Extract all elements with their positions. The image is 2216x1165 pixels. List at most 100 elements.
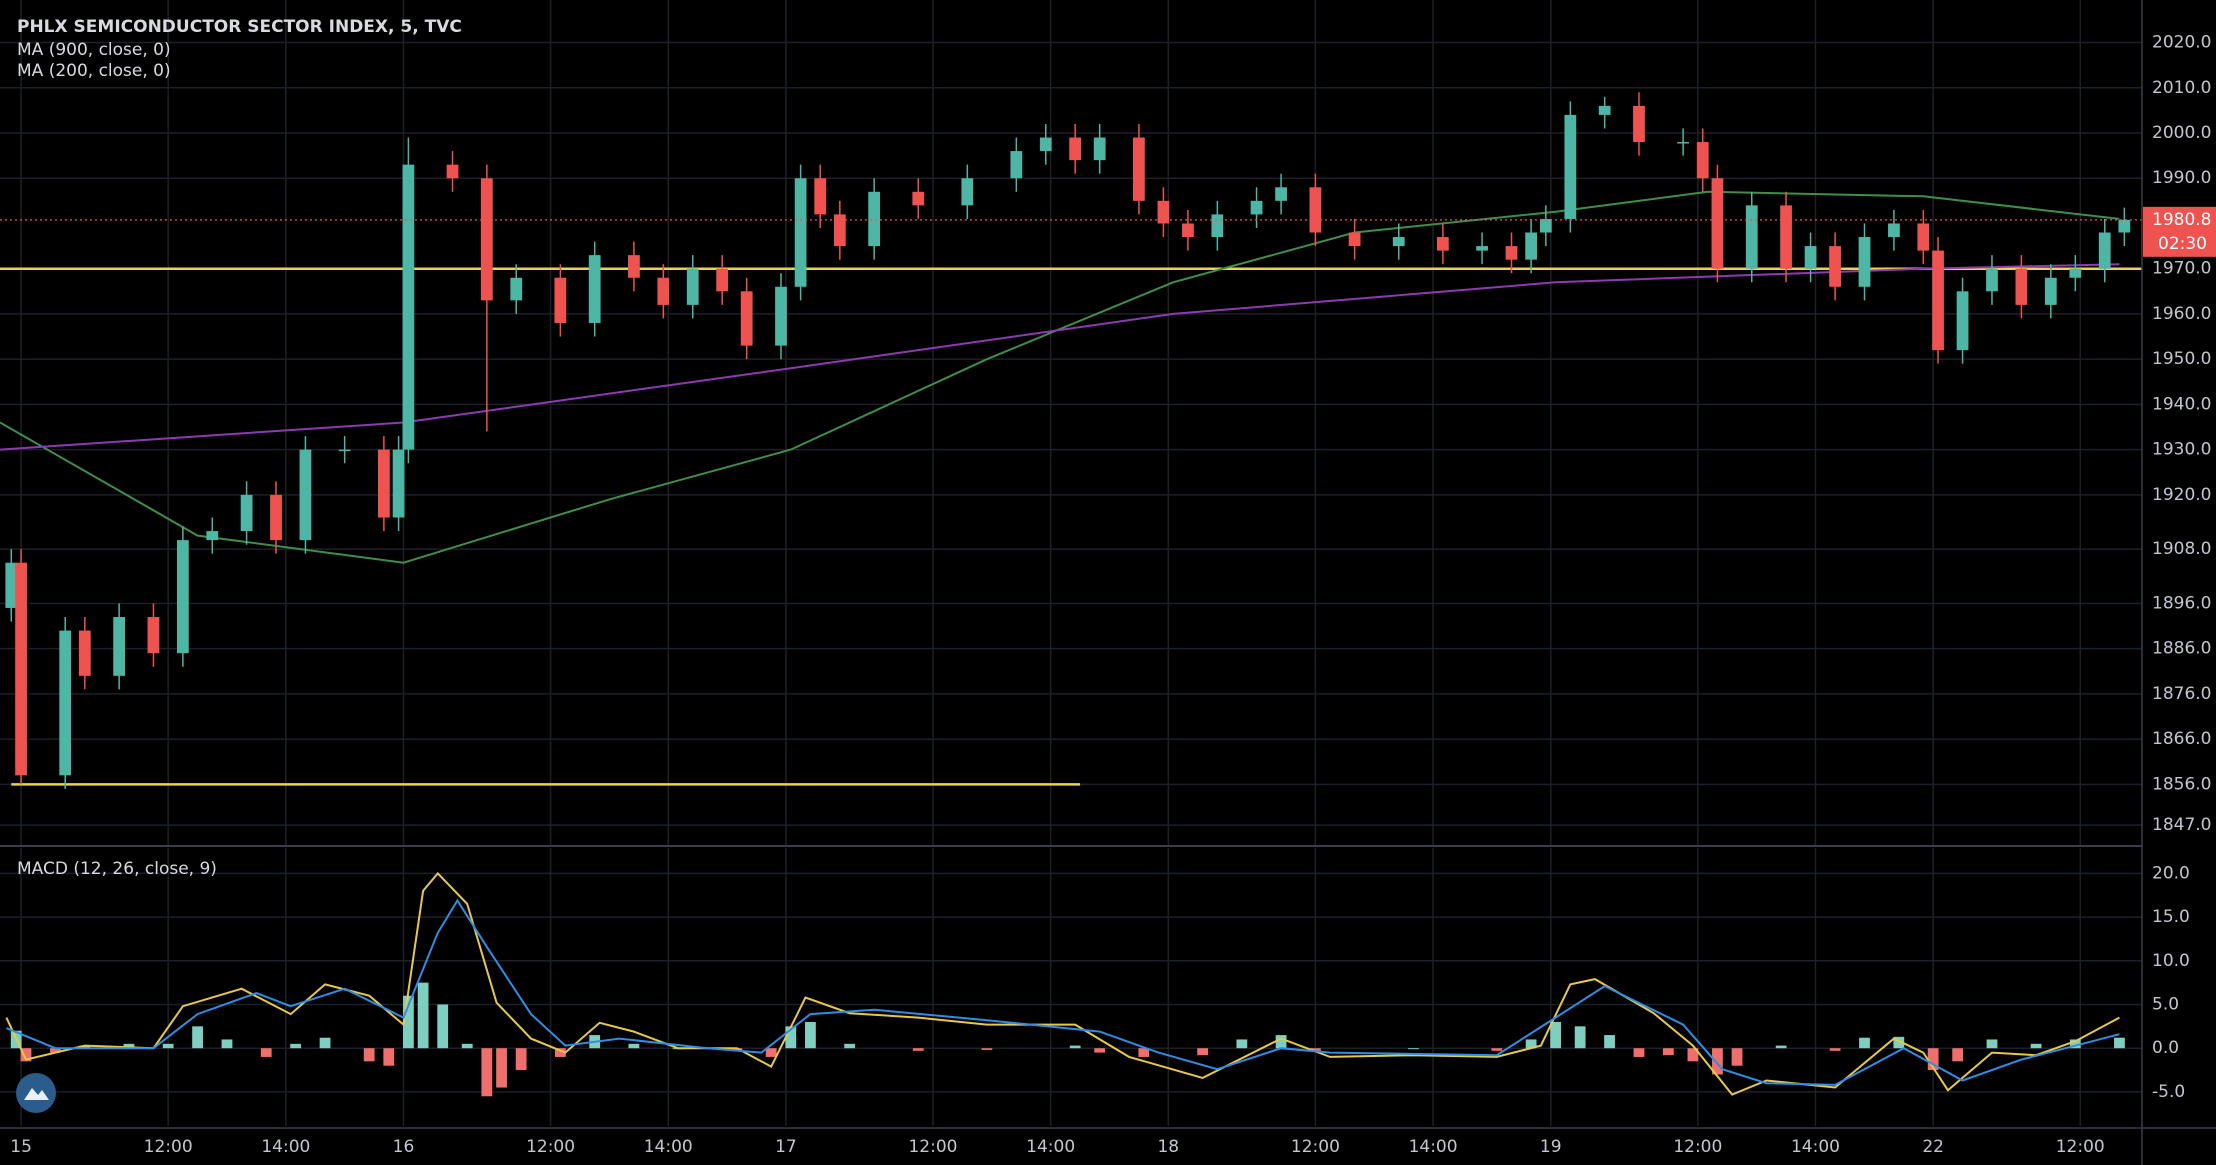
candle-body (1093, 137, 1106, 161)
histogram-bar (481, 1048, 493, 1097)
candle-body (1436, 237, 1449, 251)
histogram-bar (1687, 1048, 1699, 1062)
histogram-bar (461, 1043, 473, 1049)
candle-body (868, 191, 881, 247)
candle-body (1696, 142, 1709, 179)
histogram-bar (765, 1048, 777, 1057)
candle-body (1348, 232, 1361, 247)
y-tick-label: 10.0 (2152, 951, 2190, 971)
histogram-bar (1408, 1048, 1419, 1050)
y-tick-label: 1940.0 (2152, 394, 2211, 414)
logo-glyph (24, 1088, 49, 1100)
histogram-bar (2030, 1043, 2042, 1049)
histogram-bar (383, 1048, 395, 1066)
candle-body (628, 255, 640, 278)
candle-body (2015, 268, 2028, 305)
histogram-bar (1069, 1045, 1081, 1049)
x-tick-label: 14:00 (261, 1137, 310, 1157)
labels: 15 12:00 14:00 16 12:00 14:00 17 12:00 14:00 18 12… (10, 33, 2216, 1157)
candle-body (1917, 223, 1930, 251)
histogram-bar (1712, 1048, 1723, 1075)
candle-body (59, 630, 72, 776)
histogram-bar (363, 1048, 375, 1062)
logo[interactable] (16, 1073, 56, 1113)
histogram-bar (2069, 1039, 2081, 1049)
candle-body (402, 164, 415, 450)
y-tick-label: 2000.0 (2152, 123, 2211, 143)
x-tick-label: 12:00 (2056, 1137, 2105, 1157)
candle-body (240, 494, 253, 532)
y-tick-label: 1896.0 (2152, 593, 2211, 613)
histogram-bar (290, 1043, 302, 1049)
y-tick-label: 1876.0 (2152, 684, 2211, 704)
histogram-bar (1236, 1039, 1248, 1049)
histogram-bar (403, 995, 414, 1049)
candle-body (2044, 277, 2057, 305)
candle-body (686, 268, 699, 305)
y-tick-label: 2020.0 (2152, 33, 2211, 53)
histogram-bar (1952, 1048, 1964, 1062)
candle-body (833, 214, 846, 247)
candle-body (1956, 291, 1969, 351)
x-tick-label: 12:00 (908, 1137, 957, 1157)
x-tick-label: 18 (1157, 1137, 1179, 1157)
y-tick-label: 1930.0 (2152, 440, 2211, 460)
x-tick-label: 12:00 (144, 1137, 193, 1157)
histogram-bar (1550, 1021, 1562, 1049)
candle-body (775, 286, 787, 346)
legend-entry: MA (900, close, 0) (17, 40, 171, 60)
histogram-bar (50, 1048, 61, 1053)
candle-body (794, 178, 807, 287)
countdown-label: 02:30 (2158, 234, 2207, 254)
candle-body (270, 494, 282, 541)
histogram-bar (1491, 1048, 1503, 1051)
candle-body (510, 277, 523, 301)
x-tick-label: 14:00 (1409, 1137, 1458, 1157)
candle-body (1039, 137, 1052, 152)
histogram-bar (731, 1048, 743, 1051)
histogram-bar (785, 1026, 797, 1049)
histogram-bar (1138, 1048, 1150, 1057)
y-tick-label: 1950.0 (2152, 349, 2211, 369)
x-tick-label: 14:00 (644, 1137, 693, 1157)
histogram-bar (515, 1048, 527, 1071)
candle-body (1010, 151, 1023, 179)
histogram-bar (260, 1048, 272, 1057)
candle-body (147, 617, 160, 654)
histogram-bar (1893, 1036, 1905, 1049)
candle-body (1633, 105, 1645, 143)
candle-body (1392, 237, 1405, 247)
histogram-bar (221, 1039, 233, 1049)
candle-body (740, 291, 753, 346)
candle-body (1476, 246, 1488, 251)
x-tick-label: 15 (10, 1137, 32, 1157)
candle-body (1829, 246, 1841, 287)
histogram-bar (628, 1043, 640, 1049)
candle-body (1182, 223, 1194, 238)
candle-body (378, 449, 390, 518)
y-tick-label: 1970.0 (2152, 259, 2211, 279)
x-tick-label: 22 (1922, 1137, 1944, 1157)
histogram-bar (417, 982, 429, 1049)
histogram-bar (912, 1048, 924, 1051)
candle-body (206, 531, 219, 541)
y-tick-label: 1990.0 (2152, 168, 2211, 188)
histogram-bar (844, 1043, 856, 1049)
moving-average (0, 190, 2120, 564)
histogram-bar (1859, 1037, 1870, 1049)
candle-body (1525, 232, 1538, 260)
candle-body (480, 178, 493, 301)
y-tick-label: 0.0 (2152, 1038, 2179, 1058)
marks (0, 92, 2142, 1097)
candle-body (2118, 219, 2131, 233)
histogram-bar (496, 1048, 507, 1088)
candle-body (338, 449, 351, 452)
y-tick-label: 1866.0 (2152, 729, 2211, 749)
y-tick-label: 1856.0 (2152, 774, 2211, 794)
candle-body (299, 449, 312, 541)
candle-body (1986, 268, 1998, 292)
histogram-bar (437, 1004, 449, 1049)
y-tick-label: 1960.0 (2152, 304, 2211, 324)
y-tick-label: 15.0 (2152, 907, 2190, 927)
